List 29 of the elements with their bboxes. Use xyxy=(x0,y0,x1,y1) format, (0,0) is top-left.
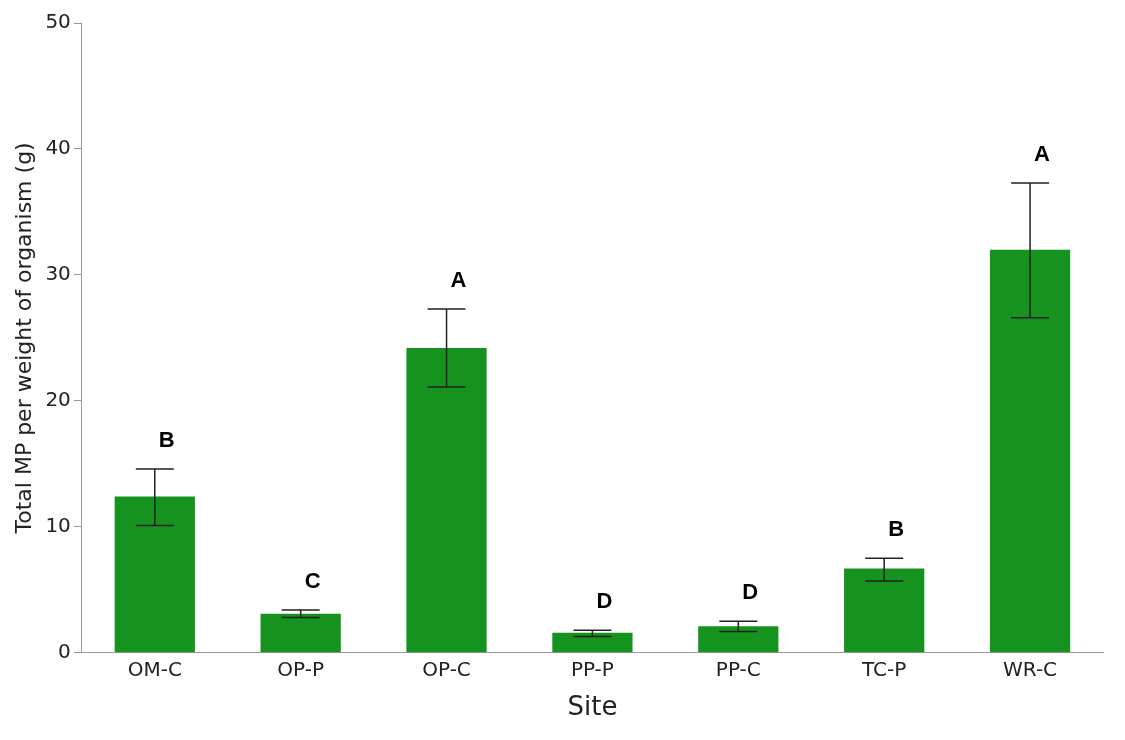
x-tick-label: PP-C xyxy=(715,657,761,681)
bar xyxy=(844,568,925,653)
x-tick-label: WR-C xyxy=(1003,657,1058,681)
annotation: A xyxy=(1034,141,1051,167)
bar xyxy=(114,496,195,653)
annotation: B xyxy=(888,516,905,542)
x-tick-label: OP-C xyxy=(422,657,471,681)
y-tick-label: 20 xyxy=(45,387,71,412)
annotation: B xyxy=(158,426,175,452)
y-axis-title: Total MP per weight of organism (g) xyxy=(10,142,36,535)
annotation: D xyxy=(596,588,613,614)
y-tick-label: 50 xyxy=(45,9,71,34)
y-tick-label: 10 xyxy=(45,513,71,538)
x-axis-title: Site xyxy=(567,691,618,722)
annotation: A xyxy=(450,266,467,292)
x-tick-label: OP-P xyxy=(277,657,324,681)
annotation: D xyxy=(742,579,759,605)
bar xyxy=(552,632,633,653)
annotation: C xyxy=(304,568,321,594)
bar xyxy=(989,249,1071,653)
x-tick-label: TC-P xyxy=(861,657,907,681)
bar xyxy=(260,613,341,653)
x-tick-label: OM-C xyxy=(127,657,182,681)
bar xyxy=(698,626,779,653)
bar xyxy=(406,347,487,653)
y-tick-label: 30 xyxy=(45,261,71,286)
y-tick-label: 40 xyxy=(45,135,71,160)
x-tick-label: PP-P xyxy=(570,657,614,681)
y-tick-label: 0 xyxy=(58,639,71,663)
